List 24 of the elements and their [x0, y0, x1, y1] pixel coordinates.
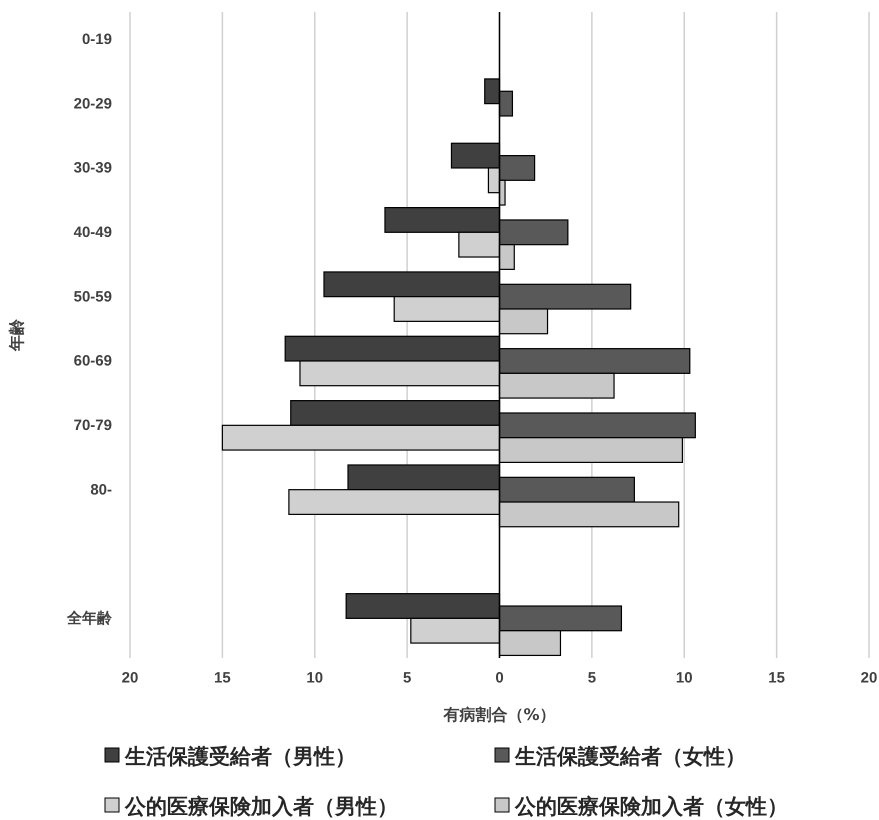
- x-tick-label: 15: [214, 670, 231, 687]
- y-tick-label: 80-: [90, 481, 112, 498]
- legend-label: 生活保護受給者（男性）: [124, 744, 356, 768]
- x-tick-label: 10: [306, 670, 324, 687]
- x-tick-label: 5: [588, 670, 596, 687]
- y-tick-label: 20-29: [74, 95, 112, 112]
- y-tick-label: 50-59: [74, 288, 112, 306]
- y-tick-label: 30-39: [74, 160, 112, 177]
- x-tick-label: 0: [495, 670, 504, 687]
- x-tick-label: 5: [402, 670, 412, 687]
- y-axis-title: 年齢: [7, 318, 26, 352]
- x-tick-label: 20: [860, 670, 878, 687]
- x-tick-label: 20: [122, 670, 138, 687]
- y-tick-label: 70-79: [74, 417, 112, 434]
- legend-label: 生活保護受給者（女性）: [514, 744, 746, 768]
- y-tick-label: 全年齢: [66, 610, 113, 628]
- x-axis-title: 有病割合（%）: [442, 705, 556, 724]
- y-tick-label: 60-69: [74, 352, 112, 370]
- y-tick-label: 40-49: [74, 224, 112, 241]
- x-tick-label: 15: [768, 670, 785, 687]
- legend-label: 公的医療保険加入者（女性）: [514, 794, 788, 818]
- legend-label: 公的医療保険加入者（男性）: [124, 794, 398, 818]
- y-tick-label: 0-19: [82, 30, 112, 48]
- x-tick-label: 10: [676, 670, 693, 687]
